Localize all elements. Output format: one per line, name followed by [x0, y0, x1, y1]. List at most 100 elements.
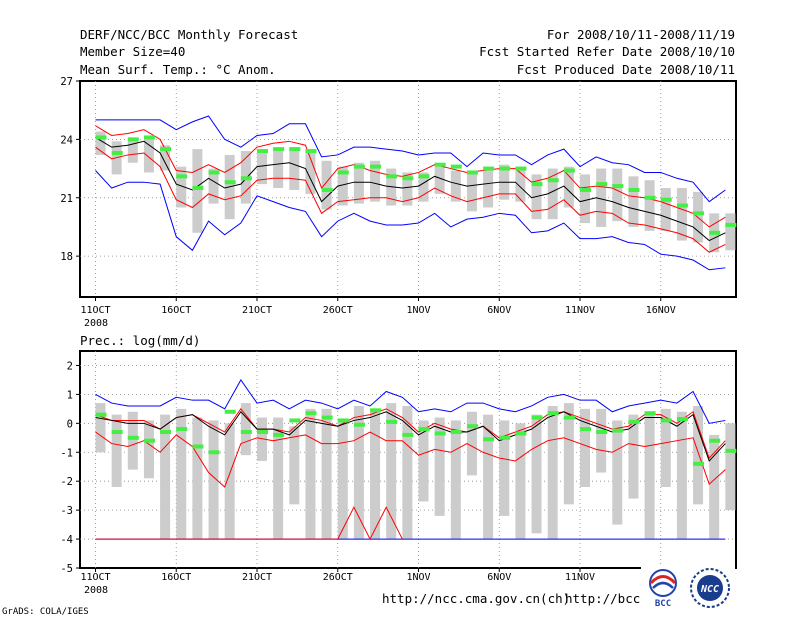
precip-ensemble-box — [160, 414, 171, 540]
precip-ensemble-box — [515, 423, 526, 540]
temp-ensemble-box — [192, 149, 203, 233]
precip-observed-mark — [143, 438, 155, 443]
precip-observed-mark — [289, 418, 301, 423]
temp-observed-mark — [160, 147, 172, 152]
temp-ytick-label: 21 — [60, 193, 73, 205]
temp-ensemble-box — [660, 188, 671, 231]
precip-ensemble-box — [450, 420, 461, 540]
temp-frame — [79, 80, 737, 298]
temp-ensemble-box — [289, 147, 300, 190]
footer-url-bcc[interactable]: http://bcc.c — [565, 591, 655, 606]
precip-ensemble-box — [305, 408, 316, 540]
temp-observed-mark — [450, 164, 462, 169]
precip-axis-subtitle: 2008 — [84, 585, 108, 596]
temp-observed-mark — [386, 174, 398, 179]
temp-ensemble-box — [273, 151, 284, 189]
precip-observed-mark — [547, 411, 559, 416]
temp-ensemble-box — [402, 172, 413, 206]
precipitation-panel: 2008 -5 -4 -3 -2 -1 0 1 2 11OCT 16OCT 21OCT 26OCT 1N… — [60, 350, 737, 596]
temp-observed-mark — [402, 176, 414, 181]
precip-observed-mark — [499, 435, 511, 440]
temp-xtick-label: 16NOV — [646, 305, 676, 316]
temp-observed-mark — [580, 187, 591, 192]
precip-ensemble-box — [257, 417, 267, 461]
precip-observed-mark — [612, 428, 624, 433]
temp-observed-mark — [273, 147, 285, 152]
temp-max-line — [95, 115, 726, 203]
temp-ensemble-box — [305, 149, 316, 194]
precip-xtick-label: 1NOV — [406, 572, 430, 583]
precip-upper-line — [95, 408, 726, 460]
temp-observed-mark — [192, 186, 204, 191]
precip-ensemble-box — [644, 411, 655, 540]
bcc-logo-text: BCC — [655, 599, 671, 609]
temp-observed-mark — [725, 223, 737, 227]
temp-ensemble-box — [208, 168, 219, 204]
precip-ensemble-box — [709, 434, 720, 540]
ncc-logo-text: NCC — [700, 584, 719, 595]
precip-ensemble-box — [676, 411, 687, 540]
temp-ensemble-box — [580, 174, 590, 224]
precip-observed-mark — [693, 461, 705, 466]
temp-xtick-label: 1NOV — [406, 305, 430, 316]
precip-min-red-line — [95, 506, 403, 541]
precip-xtick-label: 26OCT — [323, 572, 353, 583]
precip-observed-mark — [563, 415, 575, 420]
precip-ytick-label: -4 — [60, 534, 73, 546]
precip-observed-mark — [224, 409, 236, 414]
precip-ytick-label: -5 — [60, 563, 73, 575]
temp-observed-mark — [693, 211, 705, 216]
temp-ensemble-box — [547, 168, 558, 220]
temp-observed-mark — [111, 151, 123, 155]
precip-ensemble-box — [628, 414, 639, 499]
precip-observed-mark — [628, 419, 640, 424]
precip-ensemble-box — [208, 420, 219, 540]
temp-observed-mark — [515, 166, 527, 171]
precip-observed-mark — [111, 430, 123, 435]
precip-ensemble-box — [660, 408, 671, 487]
temp-observed-mark — [127, 137, 139, 142]
precip-ensemble-box — [418, 420, 429, 502]
temp-observed-mark — [483, 166, 495, 171]
precip-ytick-label: -2 — [60, 476, 73, 488]
precip-ensemble-box — [483, 414, 494, 540]
variable-label: Mean Surf. Temp.: °C Anom. — [80, 62, 276, 77]
temp-observed-mark — [596, 182, 608, 187]
temp-ensemble-box — [676, 188, 687, 241]
temp-observed-mark — [434, 162, 446, 167]
temp-observed-mark — [644, 195, 656, 200]
precip-observed-mark — [515, 431, 527, 436]
precip-frame — [79, 350, 737, 569]
forecast-produced-date: Fcst Produced Date 2008/10/11 — [517, 62, 735, 77]
chart-title: DERF/NCC/BCC Monthly Forecast — [80, 27, 298, 42]
precip-ensemble-box — [499, 420, 510, 516]
precip-ensemble-box — [466, 411, 477, 476]
temp-observed-mark — [628, 187, 640, 192]
precip-observed-mark — [273, 432, 285, 437]
precip-ensemble-box — [321, 408, 332, 540]
forecast-started-date: Fcst Started Refer Date 2008/10/10 — [479, 44, 735, 59]
temp-observed-mark — [676, 203, 688, 208]
temp-ensemble-box — [321, 160, 332, 210]
precip-observed-mark — [725, 448, 737, 453]
precip-observed-mark — [208, 450, 220, 455]
temp-ensemble-box — [612, 168, 623, 222]
precip-ytick-label: -3 — [60, 505, 73, 517]
member-size: Member Size=40 — [80, 44, 185, 59]
footer-url-ncc[interactable]: http://ncc.cma.gov.cn(ch) — [382, 591, 570, 606]
precip-lower-line — [95, 431, 726, 488]
temp-ensemble-box — [337, 166, 348, 206]
temp-observed-mark — [466, 170, 478, 175]
precip-ensemble-box — [402, 405, 413, 540]
precip-observed-mark — [240, 430, 252, 435]
temp-observed-mark — [612, 184, 624, 189]
precip-ensemble-box — [192, 417, 203, 540]
precip-observed-mark — [176, 427, 188, 432]
temp-observed-mark — [547, 178, 559, 183]
precip-xtick-label: 6NOV — [487, 572, 511, 583]
precip-observed-mark — [466, 424, 478, 429]
temperature-panel: 2008 18 21 24 27 11OCT 16OCT 21OCT 26OCT 1NOV 6NO… — [60, 76, 737, 329]
temp-ensemble-box — [644, 180, 655, 231]
precip-observed-mark — [192, 444, 204, 449]
precip-ensemble-box — [547, 405, 558, 540]
